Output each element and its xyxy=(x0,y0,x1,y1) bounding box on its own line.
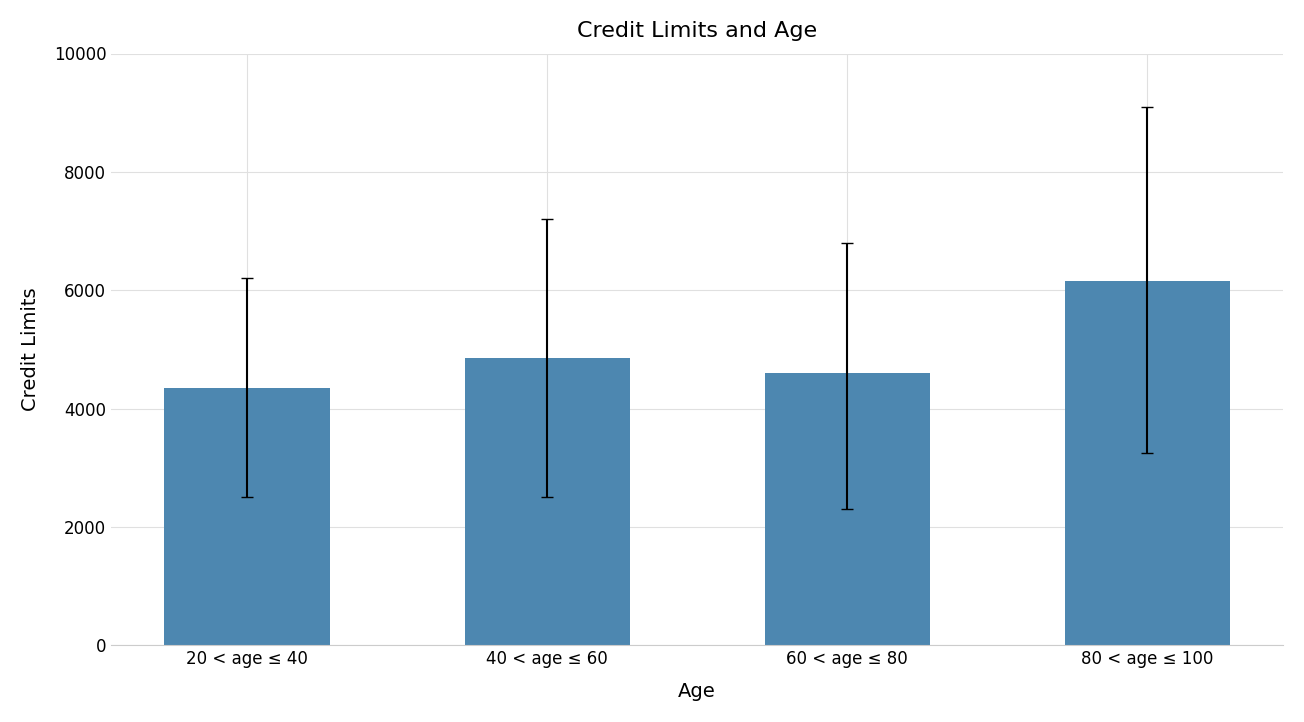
X-axis label: Age: Age xyxy=(678,682,716,701)
Title: Credit Limits and Age: Credit Limits and Age xyxy=(578,21,818,41)
Bar xyxy=(164,388,330,645)
Y-axis label: Credit Limits: Credit Limits xyxy=(21,287,40,412)
Bar xyxy=(464,358,630,645)
Bar xyxy=(1065,282,1230,645)
Bar xyxy=(764,373,930,645)
